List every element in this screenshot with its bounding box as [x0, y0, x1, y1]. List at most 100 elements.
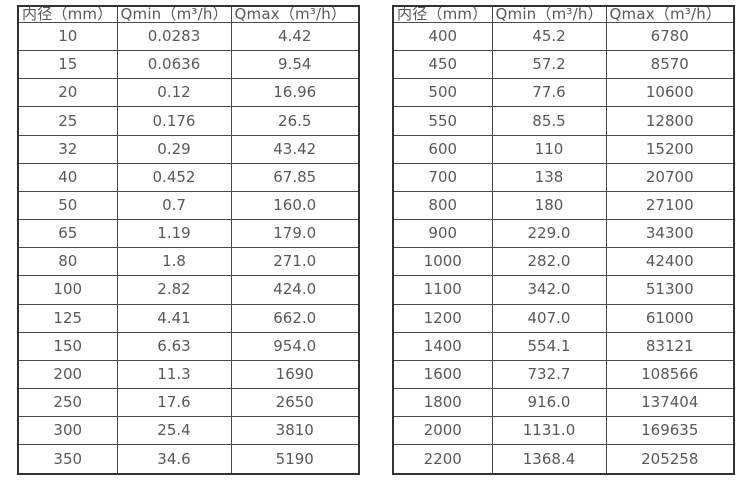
table-cell: 0.0636 [116, 50, 232, 80]
table-cell: 10600 [605, 78, 735, 108]
table-cell: 1200 [392, 303, 493, 333]
table-cell: 0.29 [116, 134, 232, 164]
table-cell: 85.5 [491, 106, 607, 136]
table-cell: 61000 [605, 303, 735, 333]
table-cell: 450 [392, 50, 493, 80]
table-cell: 9.54 [230, 50, 360, 80]
table-cell: 26.5 [230, 106, 360, 136]
table-cell: 700 [392, 162, 493, 192]
table-row: 550 85.5 12800 [392, 106, 735, 136]
table-cell: 6780 [605, 21, 735, 52]
table-header: 内径（mm） Qmin（m³/h） Qmax（m³/h） [17, 5, 360, 23]
table-cell: 1690 [230, 359, 360, 390]
table-cell: 3810 [230, 416, 360, 446]
table-row: 1000 282.0 42400 [392, 247, 735, 277]
table-row: 1200 407.0 61000 [392, 303, 735, 333]
table-cell: 250 [17, 388, 118, 418]
table-cell: 150 [17, 331, 118, 361]
table-row: 65 1.19 179.0 [17, 219, 360, 249]
table-cell: 34300 [605, 219, 735, 249]
table-cell: 51300 [605, 275, 735, 305]
table-cell: 138 [491, 162, 607, 192]
table-cell: 2200 [392, 444, 493, 475]
column-header: 内径（mm） [17, 5, 118, 23]
table-cell: 179.0 [230, 219, 360, 249]
table-cell: 10 [17, 21, 118, 52]
table-cell: 1.8 [116, 247, 232, 277]
table-row: 500 77.6 10600 [392, 78, 735, 108]
column-header: Qmax（m³/h） [605, 5, 735, 23]
flow-spec-table-large-diameters: 内径（mm） Qmin（m³/h） Qmax（m³/h） 400 45.2 6780 45… [392, 5, 735, 475]
table-cell: 500 [392, 78, 493, 108]
table-cell: 271.0 [230, 247, 360, 277]
table-row: 350 34.6 5190 [17, 444, 360, 475]
table-cell: 554.1 [491, 331, 607, 361]
table-cell: 57.2 [491, 50, 607, 80]
table-cell: 205258 [605, 444, 735, 475]
table-cell: 8570 [605, 50, 735, 80]
table-row: 1600 732.7 108566 [392, 359, 735, 390]
table-cell: 11.3 [116, 359, 232, 390]
table-cell: 350 [17, 444, 118, 475]
table-cell: 282.0 [491, 247, 607, 277]
table-cell: 400 [392, 21, 493, 52]
table-cell: 1000 [392, 247, 493, 277]
table-cell: 34.6 [116, 444, 232, 475]
table-cell: 1100 [392, 275, 493, 305]
table-cell: 0.176 [116, 106, 232, 136]
table-cell: 110 [491, 134, 607, 164]
table-row: 15 0.0636 9.54 [17, 50, 360, 80]
table-row: 800 180 27100 [392, 190, 735, 221]
table-cell: 550 [392, 106, 493, 136]
table-row: 32 0.29 43.42 [17, 134, 360, 164]
table-row: 2200 1368.4 205258 [392, 444, 735, 475]
table-cell: 0.452 [116, 162, 232, 192]
table-cell: 80 [17, 247, 118, 277]
table-cell: 15 [17, 50, 118, 80]
table-row: 125 4.41 662.0 [17, 303, 360, 333]
table-cell: 300 [17, 416, 118, 446]
table-cell: 137404 [605, 388, 735, 418]
table-cell: 40 [17, 162, 118, 192]
table-cell: 45.2 [491, 21, 607, 52]
table-cell: 424.0 [230, 275, 360, 305]
table-cell: 2000 [392, 416, 493, 446]
table-row: 1100 342.0 51300 [392, 275, 735, 305]
table-cell: 1368.4 [491, 444, 607, 475]
table-cell: 1.19 [116, 219, 232, 249]
table-cell: 662.0 [230, 303, 360, 333]
table-row: 25 0.176 26.5 [17, 106, 360, 136]
table-cell: 4.42 [230, 21, 360, 52]
table-cell: 6.63 [116, 331, 232, 361]
table-cell: 15200 [605, 134, 735, 164]
table-cell: 407.0 [491, 303, 607, 333]
column-header: Qmin（m³/h） [491, 5, 607, 23]
table-cell: 0.0283 [116, 21, 232, 52]
table-cell: 100 [17, 275, 118, 305]
table-row: 250 17.6 2650 [17, 388, 360, 418]
table-body: 10 0.0283 4.42 15 0.0636 9.54 20 0.12 16.96 25 0.1… [17, 21, 360, 475]
table-cell: 2.82 [116, 275, 232, 305]
table-cell: 900 [392, 219, 493, 249]
table-cell: 1800 [392, 388, 493, 418]
table-cell: 67.85 [230, 162, 360, 192]
table-cell: 229.0 [491, 219, 607, 249]
table-row: 80 1.8 271.0 [17, 247, 360, 277]
table-cell: 43.42 [230, 134, 360, 164]
table-cell: 25 [17, 106, 118, 136]
table-row: 150 6.63 954.0 [17, 331, 360, 361]
table-row: 1800 916.0 137404 [392, 388, 735, 418]
table-cell: 954.0 [230, 331, 360, 361]
table-header: 内径（mm） Qmin（m³/h） Qmax（m³/h） [392, 5, 735, 23]
table-cell: 0.12 [116, 78, 232, 108]
column-header: Qmin（m³/h） [116, 5, 232, 23]
table-cell: 180 [491, 190, 607, 221]
column-header: Qmax（m³/h） [230, 5, 360, 23]
table-row: 20 0.12 16.96 [17, 78, 360, 108]
table-header-row: 内径（mm） Qmin（m³/h） Qmax（m³/h） [17, 5, 360, 23]
table-body: 400 45.2 6780 450 57.2 8570 500 77.6 10600 550 85.… [392, 21, 735, 475]
flow-spec-table-small-diameters: 内径（mm） Qmin（m³/h） Qmax（m³/h） 10 0.0283 4.42 1… [17, 5, 360, 475]
table-row: 200 11.3 1690 [17, 359, 360, 390]
table-row: 900 229.0 34300 [392, 219, 735, 249]
